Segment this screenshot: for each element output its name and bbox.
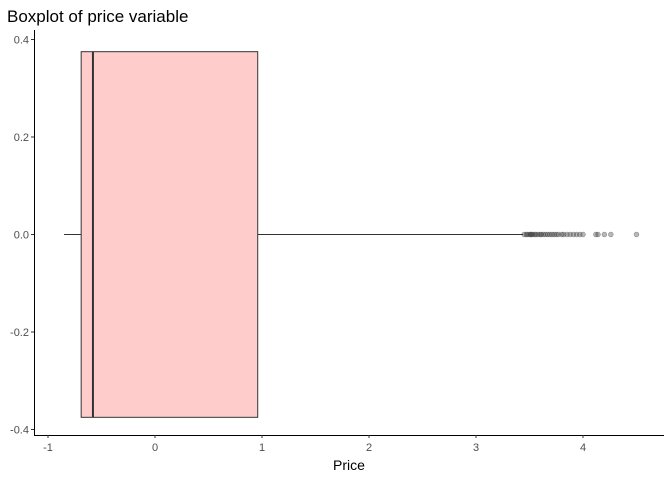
chart-title: Boxplot of price variable [7, 7, 188, 26]
y-tick-label: 0.4 [14, 35, 29, 47]
outlier-point [540, 231, 547, 238]
x-tick-label: -1 [43, 442, 53, 454]
outlier-point [553, 231, 559, 238]
outlier-point [577, 231, 583, 238]
plot-area [64, 51, 640, 418]
outlier-point [573, 231, 580, 238]
outlier-point [593, 231, 599, 238]
outlier-point [608, 231, 614, 238]
outlier-point [527, 231, 534, 238]
iqr-box [80, 51, 259, 418]
outlier-point [633, 231, 640, 238]
outlier-point [558, 231, 565, 238]
outlier-point [542, 231, 549, 238]
outlier-point [535, 231, 541, 238]
x-tick-label: 2 [366, 442, 372, 454]
x-tick-label: 0 [152, 442, 158, 454]
y-axis-ticks: -0.4 -0.2 0.0 0.2 0.4 [10, 35, 34, 437]
outlier-point [533, 231, 539, 238]
y-tick-label: -0.4 [10, 425, 29, 437]
y-tick-label: 0.2 [14, 132, 29, 144]
x-tick-label: 3 [473, 442, 479, 454]
outlier-point [555, 231, 562, 238]
outlier-point [532, 231, 538, 238]
outlier-point [564, 231, 570, 238]
outlier-point [524, 231, 531, 238]
outlier-point [521, 231, 527, 238]
outlier-point [580, 231, 586, 238]
x-tick-label: 4 [580, 442, 586, 454]
outlier-point [523, 231, 529, 238]
x-axis-title: Price [333, 457, 365, 473]
outlier-point [528, 231, 535, 238]
outlier-point [547, 231, 553, 238]
x-axis-ticks: -1 0 1 2 3 4 [43, 435, 586, 454]
y-tick-label: 0.0 [14, 230, 29, 242]
outlier-point [530, 231, 536, 238]
outlier-point [544, 231, 551, 238]
outlier-point [549, 231, 555, 238]
outlier-point [538, 231, 544, 238]
outlier-point [526, 231, 533, 238]
outlier-point [595, 231, 601, 238]
x-tick-label: 1 [259, 442, 265, 454]
y-tick-label: -0.2 [10, 327, 29, 339]
outlier-point [601, 231, 608, 238]
outlier-point [570, 231, 577, 238]
outlier-point [537, 231, 543, 238]
outlier-point [551, 231, 557, 238]
outlier-point [561, 231, 567, 238]
outlier-point [567, 231, 573, 238]
